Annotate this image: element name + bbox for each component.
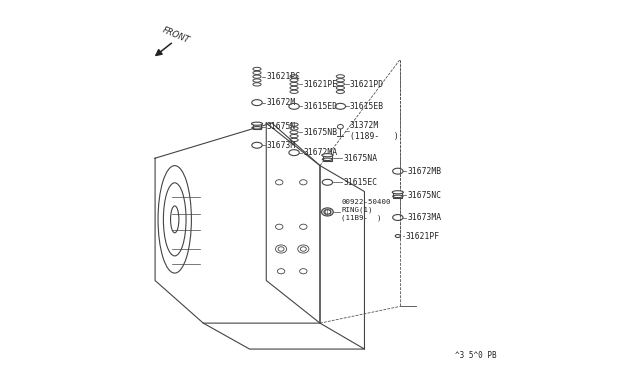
- Ellipse shape: [170, 206, 179, 233]
- Text: 31621PC: 31621PC: [266, 72, 300, 81]
- Ellipse shape: [321, 208, 333, 216]
- Ellipse shape: [276, 224, 283, 230]
- Text: 31672M: 31672M: [266, 98, 296, 107]
- Ellipse shape: [277, 269, 285, 274]
- Text: 31672MA: 31672MA: [303, 148, 337, 157]
- Ellipse shape: [276, 245, 287, 253]
- Ellipse shape: [300, 269, 307, 274]
- Ellipse shape: [158, 166, 191, 273]
- Ellipse shape: [252, 122, 262, 125]
- Ellipse shape: [300, 224, 307, 230]
- Text: 31675NA: 31675NA: [344, 154, 378, 163]
- Text: 31675NC: 31675NC: [407, 191, 441, 200]
- Text: 31672MB: 31672MB: [407, 167, 441, 176]
- Bar: [253, 124, 262, 129]
- Text: 31673M: 31673M: [266, 141, 296, 150]
- Ellipse shape: [163, 183, 186, 256]
- Bar: [394, 192, 403, 198]
- Ellipse shape: [278, 247, 284, 251]
- Text: 31615EC: 31615EC: [344, 178, 378, 187]
- Text: 31621PE: 31621PE: [303, 80, 337, 89]
- Text: 31615ED: 31615ED: [303, 102, 337, 111]
- Text: ^3 5^0 PB: ^3 5^0 PB: [455, 351, 497, 360]
- Text: 31621PF: 31621PF: [406, 231, 440, 241]
- Text: 31621PD: 31621PD: [349, 80, 384, 89]
- Text: 31372M
(1189-   ): 31372M (1189- ): [349, 121, 398, 141]
- Text: 00922-50400
RING(1)
(11B9-  ): 00922-50400 RING(1) (11B9- ): [342, 199, 391, 221]
- Ellipse shape: [300, 247, 307, 251]
- Ellipse shape: [300, 180, 307, 185]
- Ellipse shape: [392, 191, 403, 194]
- Ellipse shape: [322, 154, 333, 157]
- Bar: [323, 155, 332, 161]
- Text: 31673MA: 31673MA: [407, 213, 441, 222]
- Text: 31615EB: 31615EB: [349, 102, 384, 111]
- Text: 31675N: 31675N: [266, 122, 296, 131]
- Ellipse shape: [324, 210, 331, 214]
- Text: 31675NB: 31675NB: [303, 128, 337, 137]
- Ellipse shape: [276, 180, 283, 185]
- Text: FRONT: FRONT: [161, 26, 191, 45]
- Ellipse shape: [298, 245, 309, 253]
